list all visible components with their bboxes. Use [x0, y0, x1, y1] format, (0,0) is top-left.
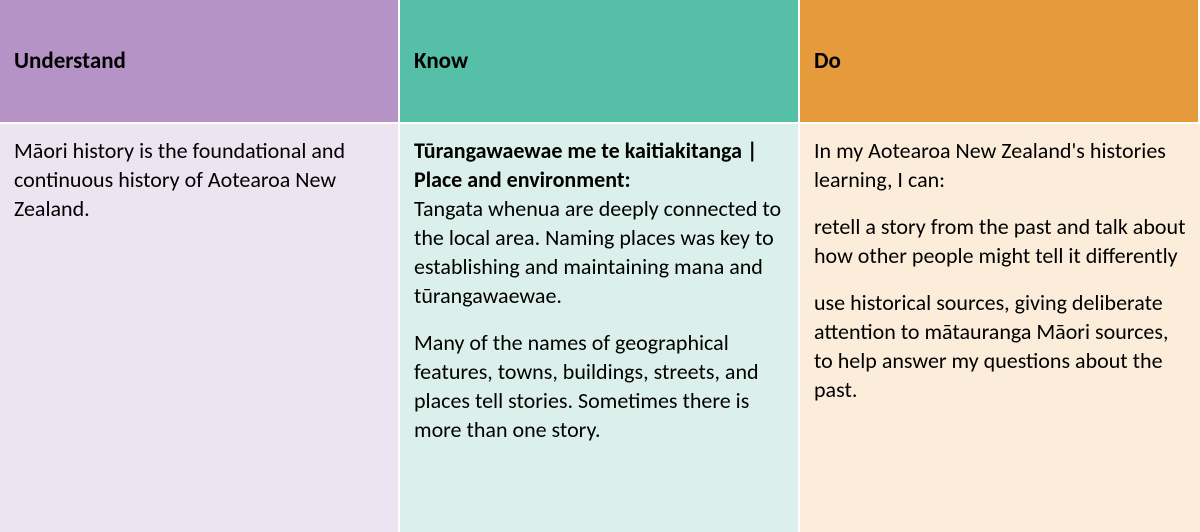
- know-p1-bold: Tūrangawaewae me te kaitiakitanga | Plac…: [414, 137, 757, 193]
- do-p2: retell a story from the past and talk ab…: [814, 212, 1186, 270]
- know-p1: Tūrangawaewae me te kaitiakitanga | Plac…: [414, 136, 784, 310]
- curriculum-table: Understand Know Do Māori history is the …: [0, 0, 1200, 532]
- header-do-label: Do: [814, 47, 841, 75]
- header-do: Do: [800, 0, 1200, 122]
- cell-know: Tūrangawaewae me te kaitiakitanga | Plac…: [400, 122, 800, 532]
- do-p1: In my Aotearoa New Zealand's histories l…: [814, 136, 1186, 194]
- know-p2: Many of the names of geographical featur…: [414, 328, 784, 444]
- header-understand: Understand: [0, 0, 400, 122]
- understand-p1: Māori history is the foundational and co…: [14, 136, 384, 223]
- header-understand-label: Understand: [14, 47, 126, 75]
- cell-understand: Māori history is the foundational and co…: [0, 122, 400, 532]
- do-p3: use historical sources, giving deliberat…: [814, 288, 1186, 404]
- header-know-label: Know: [414, 47, 468, 75]
- cell-do: In my Aotearoa New Zealand's histories l…: [800, 122, 1200, 532]
- know-p1-rest: Tangata whenua are deeply connected to t…: [414, 195, 781, 309]
- header-know: Know: [400, 0, 800, 122]
